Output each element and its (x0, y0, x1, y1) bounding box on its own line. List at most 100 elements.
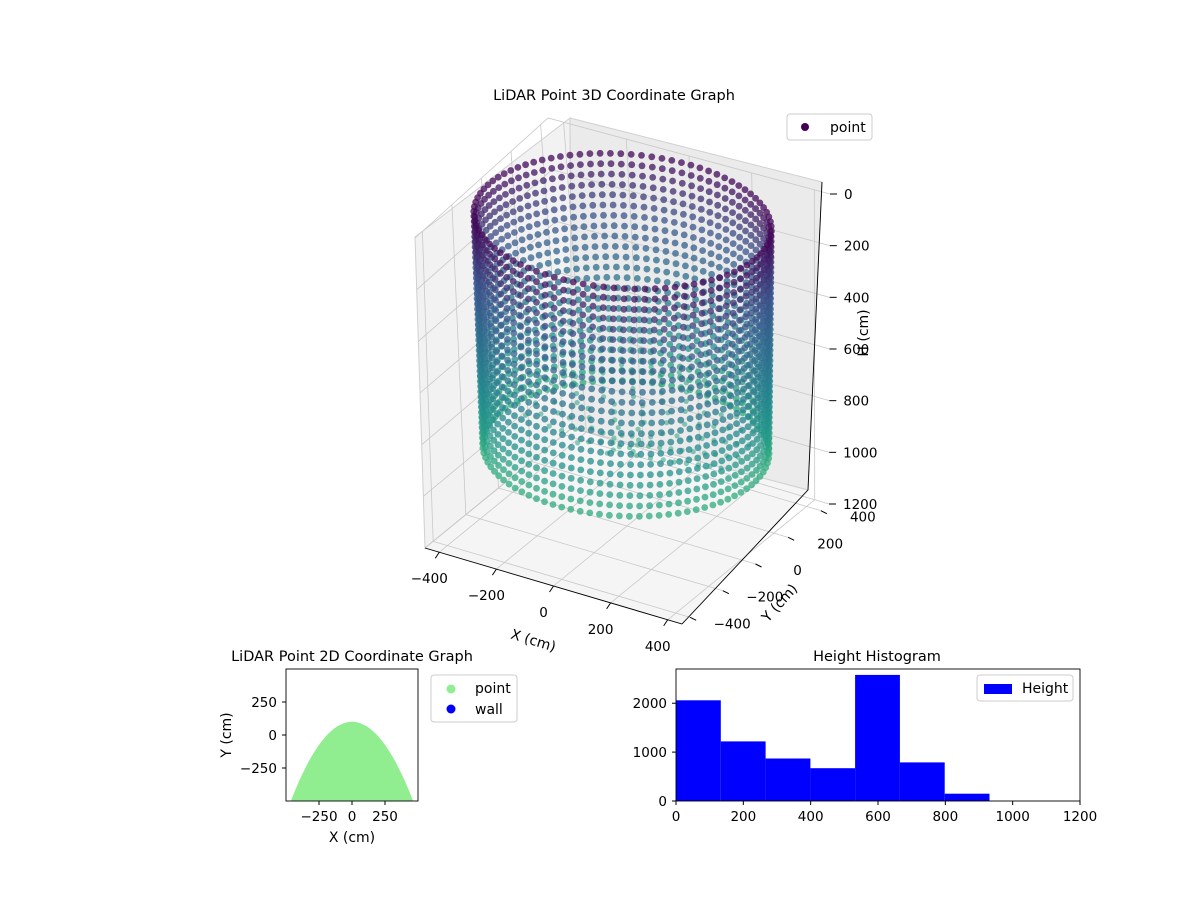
point-3d (719, 416, 727, 423)
point-3d (517, 405, 525, 413)
point-3d (588, 181, 595, 189)
point-3d (511, 239, 519, 247)
point-3d (718, 447, 726, 454)
point-3d (699, 289, 706, 297)
point-3d (629, 378, 636, 386)
point-3d (608, 408, 615, 416)
point-3d (752, 295, 760, 303)
point-3d (504, 398, 512, 405)
point-3d (489, 395, 497, 403)
point-3d (486, 240, 493, 248)
point-3d (659, 186, 667, 193)
point-3d (715, 263, 723, 271)
point-3d (525, 450, 533, 458)
point-3d (493, 379, 501, 387)
point-3d (660, 196, 668, 204)
point-3d (720, 385, 728, 392)
point-3d (725, 475, 732, 482)
point-3d (707, 307, 714, 315)
point-3d (680, 221, 688, 229)
point-3d (586, 509, 594, 517)
point-3d (617, 160, 625, 168)
point-3d (657, 373, 663, 379)
point-3d (706, 208, 714, 216)
point-3d (503, 263, 510, 271)
z-tick-label: 200 (844, 239, 870, 255)
point-3d (582, 254, 590, 261)
point-3d (525, 419, 533, 427)
point-3d (736, 306, 744, 314)
point-3d (649, 174, 657, 181)
point-3d (533, 288, 540, 296)
point-3d (735, 358, 742, 365)
point-3d (541, 384, 549, 392)
point-3d (478, 241, 486, 249)
point-3d (579, 332, 586, 339)
point-3d (569, 278, 577, 286)
point-3d (725, 454, 733, 462)
point-3d (524, 285, 532, 293)
point-3d (517, 395, 525, 403)
point-3d (482, 256, 490, 264)
point-3d (620, 305, 628, 313)
point-3d (554, 268, 562, 276)
point-3d (727, 392, 735, 400)
point-3d (747, 211, 755, 219)
point-3d (550, 377, 558, 384)
point-3d (603, 273, 611, 281)
y-axis-line (681, 489, 809, 625)
point-3d (597, 459, 604, 466)
point-3d (669, 376, 676, 384)
point-3d (739, 416, 747, 424)
point-3d (687, 384, 695, 391)
point-3d (738, 458, 746, 465)
point-3d (719, 426, 727, 434)
point-3d (598, 407, 605, 415)
point-3d (541, 197, 548, 205)
point-3d (590, 282, 597, 289)
point-3d (587, 447, 595, 455)
point-3d (497, 269, 504, 277)
point-3d (680, 210, 687, 218)
point-cloud-3d (470, 149, 775, 520)
point-3d (491, 265, 499, 273)
point-3d (579, 290, 587, 298)
point-3d (618, 378, 626, 385)
point-3d (607, 439, 615, 447)
point-3d (518, 226, 525, 233)
z-tick-label: 400 (844, 290, 870, 306)
point-3d (670, 208, 678, 216)
point-3d (558, 441, 566, 449)
point-3d (692, 316, 700, 324)
point-3d (488, 343, 496, 351)
point-3d (640, 347, 647, 355)
point-3d (623, 264, 630, 271)
point-3d (642, 234, 649, 242)
point-3d (639, 357, 647, 365)
point-3d (635, 426, 641, 432)
point-3d (493, 389, 501, 397)
point-3d (706, 338, 713, 346)
point-3d (656, 491, 663, 499)
point-3d (747, 299, 755, 307)
point-3d (533, 371, 540, 379)
point-3d (550, 428, 557, 436)
point-3d (753, 285, 760, 292)
chart-3d: LiDAR Point 3D Coordinate Graph −400 −200… (411, 88, 878, 656)
point-3d (587, 457, 594, 465)
point-3d (526, 233, 534, 241)
point-3d (677, 406, 685, 414)
point-3d (492, 327, 500, 335)
point-3d (688, 203, 696, 210)
point-3d (688, 342, 696, 350)
point-3d (503, 253, 510, 261)
point-3d (567, 162, 574, 170)
point-3d (743, 454, 751, 462)
point-3d (738, 447, 746, 455)
point-3d (755, 374, 762, 381)
point-3d (690, 254, 698, 262)
point-3d (632, 254, 640, 262)
point-3d (631, 285, 639, 293)
point-3d (542, 218, 550, 226)
point-3d (591, 243, 599, 251)
